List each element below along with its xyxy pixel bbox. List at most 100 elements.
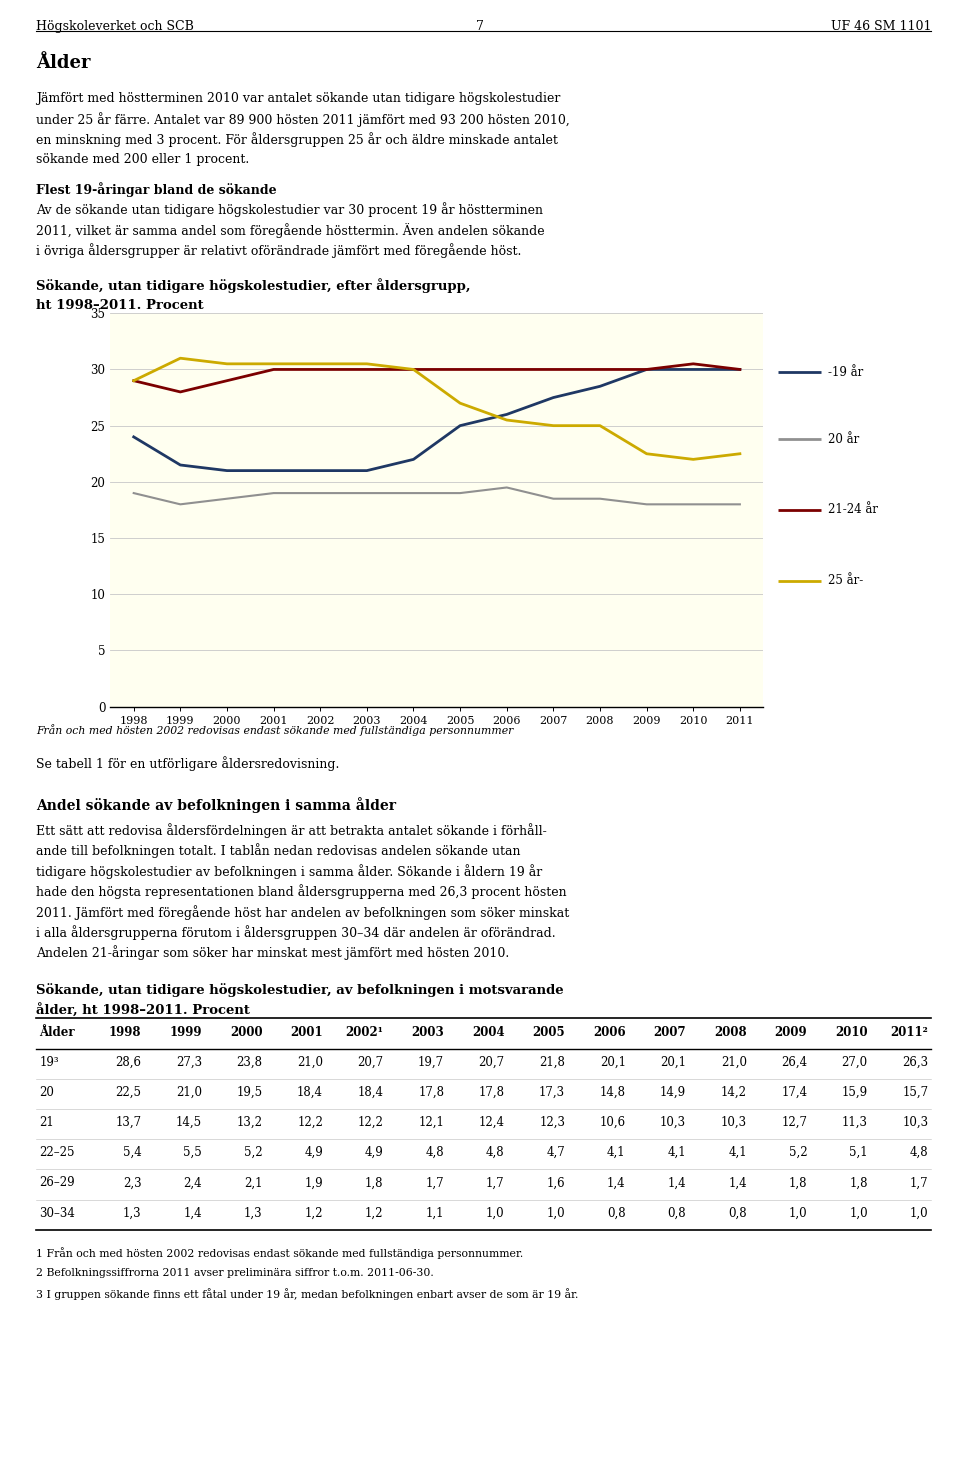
Text: 13,2: 13,2 [236, 1116, 263, 1129]
Text: Se tabell 1 för en utförligare åldersredovisning.: Se tabell 1 för en utförligare åldersred… [36, 756, 340, 771]
Text: UF 46 SM 1101: UF 46 SM 1101 [830, 20, 931, 34]
Text: 30–34: 30–34 [39, 1206, 75, 1220]
Text: 10,3: 10,3 [721, 1116, 747, 1129]
Text: 2009: 2009 [775, 1026, 807, 1039]
Text: 20,7: 20,7 [478, 1056, 505, 1068]
Text: 1 Från och med hösten 2002 redovisas endast sökande med fullständiga personnumme: 1 Från och med hösten 2002 redovisas end… [36, 1247, 524, 1259]
Text: 18,4: 18,4 [297, 1085, 324, 1099]
Text: under 25 år färre. Antalet var 89 900 hösten 2011 jämfört med 93 200 hösten 2010: under 25 år färre. Antalet var 89 900 hö… [36, 112, 570, 127]
Text: 26,4: 26,4 [781, 1056, 807, 1068]
Text: Jämfört med höstterminen 2010 var antalet sökande utan tidigare högskolestudier: Jämfört med höstterminen 2010 var antale… [36, 92, 561, 105]
Text: 21,8: 21,8 [540, 1056, 565, 1068]
Text: 12,2: 12,2 [358, 1116, 384, 1129]
Text: 4,9: 4,9 [365, 1147, 384, 1160]
Text: 4,9: 4,9 [304, 1147, 324, 1160]
Text: 2011, vilket är samma andel som föregående hösttermin. Även andelen sökande: 2011, vilket är samma andel som föregåen… [36, 223, 545, 237]
Text: 20: 20 [39, 1085, 54, 1099]
Text: 1,0: 1,0 [789, 1206, 807, 1220]
Text: en minskning med 3 procent. För åldersgruppen 25 år och äldre minskade antalet: en minskning med 3 procent. För åldersgr… [36, 133, 559, 147]
Text: Högskoleverket och SCB: Högskoleverket och SCB [36, 20, 194, 34]
Text: 15,9: 15,9 [842, 1085, 868, 1099]
Text: 4,1: 4,1 [728, 1147, 747, 1160]
Text: 1999: 1999 [170, 1026, 202, 1039]
Text: 5,1: 5,1 [850, 1147, 868, 1160]
Text: 1,1: 1,1 [425, 1206, 444, 1220]
Text: 4,1: 4,1 [607, 1147, 626, 1160]
Text: i övriga åldersgrupper är relativt oförändrade jämfört med föregående höst.: i övriga åldersgrupper är relativt oförä… [36, 243, 522, 258]
Text: 0,8: 0,8 [607, 1206, 626, 1220]
Text: 1,0: 1,0 [910, 1206, 928, 1220]
Text: 21-24 år: 21-24 år [828, 504, 878, 516]
Text: 18,4: 18,4 [358, 1085, 384, 1099]
Text: 21,0: 21,0 [297, 1056, 324, 1068]
Text: 2007: 2007 [654, 1026, 686, 1039]
Text: Av de sökande utan tidigare högskolestudier var 30 procent 19 år höstterminen: Av de sökande utan tidigare högskolestud… [36, 203, 543, 217]
Text: 20 år: 20 år [828, 433, 859, 446]
Text: 2010: 2010 [835, 1026, 868, 1039]
Text: 1,4: 1,4 [728, 1176, 747, 1189]
Text: tidigare högskolestudier av befolkningen i samma ålder. Sökande i åldern 19 år: tidigare högskolestudier av befolkningen… [36, 864, 542, 879]
Text: 26–29: 26–29 [39, 1176, 75, 1189]
Text: hade den högsta representationen bland åldersgrupperna med 26,3 procent hösten: hade den högsta representationen bland å… [36, 884, 567, 899]
Text: 11,3: 11,3 [842, 1116, 868, 1129]
Text: 2,1: 2,1 [244, 1176, 263, 1189]
Text: 12,4: 12,4 [479, 1116, 505, 1129]
Text: 2005: 2005 [533, 1026, 565, 1039]
Text: Sökande, utan tidigare högskolestudier, efter åldersgrupp,: Sökande, utan tidigare högskolestudier, … [36, 278, 471, 293]
Text: 2011²: 2011² [891, 1026, 928, 1039]
Text: Sökande, utan tidigare högskolestudier, av befolkningen i motsvarande: Sökande, utan tidigare högskolestudier, … [36, 983, 564, 998]
Text: 0,8: 0,8 [667, 1206, 686, 1220]
Text: 2000: 2000 [230, 1026, 263, 1039]
Text: 4,7: 4,7 [546, 1147, 565, 1160]
Text: 2,4: 2,4 [183, 1176, 202, 1189]
Text: 1,8: 1,8 [789, 1176, 807, 1189]
Text: 3 I gruppen sökande finns ett fåtal under 19 år, medan befolkningen enbart avser: 3 I gruppen sökande finns ett fåtal unde… [36, 1288, 579, 1300]
Text: 1,6: 1,6 [546, 1176, 565, 1189]
Text: 10,3: 10,3 [902, 1116, 928, 1129]
Text: 0,8: 0,8 [728, 1206, 747, 1220]
Text: 1,3: 1,3 [244, 1206, 263, 1220]
Text: Ålder: Ålder [36, 54, 91, 71]
Text: i alla åldersgrupperna förutom i åldersgruppen 30–34 där andelen är oförändrad.: i alla åldersgrupperna förutom i åldersg… [36, 925, 556, 940]
Text: 21,0: 21,0 [176, 1085, 202, 1099]
Text: 25 år-: 25 år- [828, 574, 864, 587]
Text: 5,4: 5,4 [123, 1147, 141, 1160]
Text: 2008: 2008 [714, 1026, 747, 1039]
Text: 2002¹: 2002¹ [346, 1026, 384, 1039]
Text: sökande med 200 eller 1 procent.: sökande med 200 eller 1 procent. [36, 153, 250, 166]
Text: 20,7: 20,7 [357, 1056, 384, 1068]
Text: 1,2: 1,2 [365, 1206, 384, 1220]
Text: 2 Befolkningssiffrorna 2011 avser preliminära siffror t.o.m. 2011-06-30.: 2 Befolkningssiffrorna 2011 avser prelim… [36, 1268, 434, 1278]
Text: Från och med hösten 2002 redovisas endast sökande med fullständiga personnummer: Från och med hösten 2002 redovisas endas… [36, 724, 514, 736]
Text: 10,3: 10,3 [660, 1116, 686, 1129]
Text: 19,5: 19,5 [236, 1085, 263, 1099]
Text: 17,4: 17,4 [781, 1085, 807, 1099]
Text: 2004: 2004 [472, 1026, 505, 1039]
Text: 1,0: 1,0 [546, 1206, 565, 1220]
Text: 4,8: 4,8 [425, 1147, 444, 1160]
Text: 22,5: 22,5 [115, 1085, 141, 1099]
Text: Andelen 21-åringar som söker har minskat mest jämfört med hösten 2010.: Andelen 21-åringar som söker har minskat… [36, 946, 510, 960]
Text: 1,2: 1,2 [304, 1206, 324, 1220]
Text: 19³: 19³ [39, 1056, 59, 1068]
Text: Ålder: Ålder [39, 1026, 75, 1039]
Text: 23,8: 23,8 [236, 1056, 263, 1068]
Text: 2011. Jämfört med föregående höst har andelen av befolkningen som söker minskat: 2011. Jämfört med föregående höst har an… [36, 905, 569, 919]
Text: 5,5: 5,5 [183, 1147, 202, 1160]
Text: 19,7: 19,7 [418, 1056, 444, 1068]
Text: 1,8: 1,8 [365, 1176, 384, 1189]
Text: 20,1: 20,1 [660, 1056, 686, 1068]
Text: 1,4: 1,4 [667, 1176, 686, 1189]
Text: 12,3: 12,3 [540, 1116, 565, 1129]
Text: 1,7: 1,7 [910, 1176, 928, 1189]
Text: 14,9: 14,9 [660, 1085, 686, 1099]
Text: 2001: 2001 [291, 1026, 324, 1039]
Text: 1,0: 1,0 [486, 1206, 505, 1220]
Text: 27,3: 27,3 [176, 1056, 202, 1068]
Text: 14,5: 14,5 [176, 1116, 202, 1129]
Text: 21,0: 21,0 [721, 1056, 747, 1068]
Text: 5,2: 5,2 [244, 1147, 263, 1160]
Text: 2,3: 2,3 [123, 1176, 141, 1189]
Text: 4,8: 4,8 [910, 1147, 928, 1160]
Text: Flest 19-åringar bland de sökande: Flest 19-åringar bland de sökande [36, 182, 277, 197]
